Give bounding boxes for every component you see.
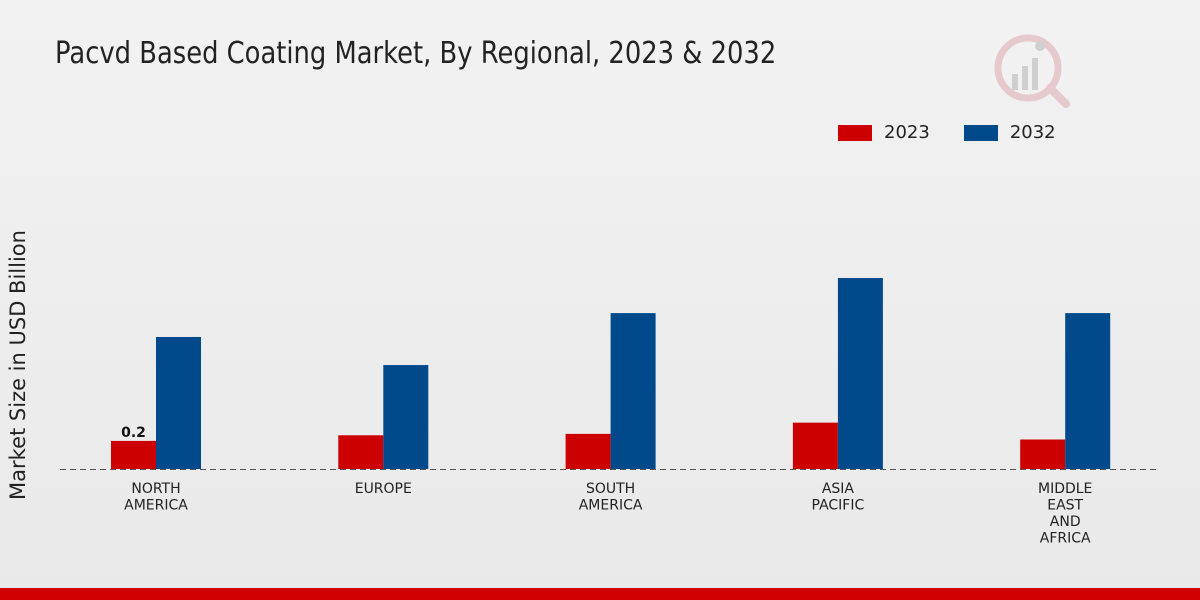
legend-swatch-2023 [838, 124, 872, 141]
bottom-accent-bar [0, 588, 1200, 600]
x-tick-label-2: SOUTH AMERICA [579, 481, 643, 514]
legend-label-2032: 2032 [1009, 122, 1056, 143]
x-tick-label-1: EUROPE [355, 481, 412, 497]
watermark-logo-icon [992, 30, 1072, 110]
x-tick-label-0: NORTH AMERICA [124, 481, 188, 514]
bar-2032-2 [610, 313, 656, 469]
legend-label-2023: 2023 [884, 122, 930, 143]
bar-2032-1 [383, 365, 429, 469]
legend-item-2032: 2032 [963, 122, 1056, 143]
bar-2023-2 [565, 433, 611, 469]
chart-legend: 2023 2032 [838, 122, 1090, 143]
bar-2023-4 [1020, 439, 1066, 469]
x-tick-label-3: ASIA PACIFIC [812, 481, 865, 514]
chart-title: Pacvd Based Coating Market, By Regional,… [55, 36, 777, 71]
bar-2023-1 [338, 435, 384, 469]
legend-swatch-2032 [963, 124, 998, 141]
bar-2023-0 [111, 440, 156, 469]
x-tick-label-4: MIDDLE EAST AND AFRICA [1038, 481, 1092, 547]
legend-item-2023: 2023 [838, 122, 930, 143]
bar-2023-3 [792, 422, 838, 469]
bar-2032-0 [156, 336, 201, 469]
bar-2032-4 [1065, 313, 1111, 469]
data-label-0: 0.2 [121, 425, 146, 441]
bar-2032-3 [837, 277, 883, 469]
